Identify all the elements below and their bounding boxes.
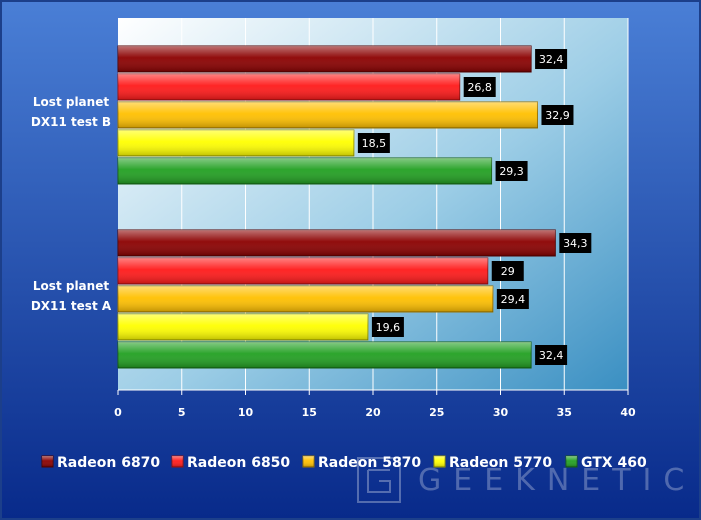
bar-shine xyxy=(118,342,532,368)
bar-shine xyxy=(118,286,493,312)
data-label-box xyxy=(541,105,574,125)
data-label: 34,3 xyxy=(563,237,588,250)
legend-label: Radeon 6870 xyxy=(57,455,160,471)
category-label: Lost planet xyxy=(33,279,109,293)
data-label: 32,4 xyxy=(539,53,564,66)
data-label-box xyxy=(463,77,496,97)
data-label: 32,4 xyxy=(539,349,564,362)
x-tick-label: 20 xyxy=(365,406,381,419)
data-label: 19,6 xyxy=(376,321,401,334)
geeknetic-logo xyxy=(357,457,401,503)
legend-swatch-shine xyxy=(172,456,183,467)
bar-shine xyxy=(118,258,488,284)
data-label: 32,9 xyxy=(545,109,570,122)
data-labels: 32,4 26,8 32,9 18,5 29,3 34,3 29 29,4 19,6 32,4 xyxy=(357,49,592,365)
data-label: 18,5 xyxy=(362,137,387,150)
bar-shine xyxy=(118,230,556,256)
data-label-box xyxy=(357,133,390,153)
legend-label: Radeon 5770 xyxy=(449,455,552,471)
category-label: Lost planet xyxy=(33,95,109,109)
bar-shine xyxy=(118,158,492,184)
data-label: 29,4 xyxy=(501,293,526,306)
data-label-box xyxy=(535,49,568,69)
legend-swatch-shine xyxy=(434,456,445,467)
bar-shine xyxy=(118,46,532,72)
data-label: 29,3 xyxy=(499,165,524,178)
legend-swatch-shine xyxy=(566,456,577,467)
watermark-text: GEEKNETIC xyxy=(418,463,696,498)
data-label: 29 xyxy=(501,265,515,278)
legend-label: Radeon 6850 xyxy=(187,455,290,471)
x-tick-label: 5 xyxy=(178,406,186,419)
x-tick-label: 10 xyxy=(238,406,254,419)
data-label-box xyxy=(535,345,568,365)
legend-swatch-shine xyxy=(303,456,314,467)
data-label: 26,8 xyxy=(467,81,492,94)
data-label-box xyxy=(371,317,404,337)
data-label-box xyxy=(496,289,529,309)
category-label: DX11 test A xyxy=(31,299,112,313)
x-tick-label: 25 xyxy=(429,406,444,419)
category-label: DX11 test B xyxy=(31,115,111,129)
watermark: GEEKNETIC xyxy=(357,457,696,503)
data-label-box xyxy=(495,161,528,181)
x-tick-label: 40 xyxy=(620,406,636,419)
legend-swatch-shine xyxy=(42,456,53,467)
legend-label: GTX 460 xyxy=(581,455,647,471)
x-tick-label: 35 xyxy=(557,406,572,419)
legend: Radeon 6870 Radeon 6850 Radeon 5870 Radeon … xyxy=(41,455,647,471)
bar-shine xyxy=(118,74,460,100)
data-label-box xyxy=(559,233,592,253)
x-tick-label: 30 xyxy=(493,406,509,419)
data-label-box xyxy=(491,261,524,281)
bars xyxy=(117,45,556,369)
legend-label: Radeon 5870 xyxy=(318,455,421,471)
x-tick-label: 15 xyxy=(302,406,317,419)
category-labels: Lost planet DX11 test B Lost planet DX11 te… xyxy=(31,95,112,313)
x-tick-label: 0 xyxy=(114,406,122,419)
x-axis-ticks: 0 5 10 15 20 25 30 35 40 xyxy=(114,390,636,419)
bar-shine xyxy=(118,130,354,156)
bar-shine xyxy=(118,314,368,340)
bar-shine xyxy=(118,102,538,128)
